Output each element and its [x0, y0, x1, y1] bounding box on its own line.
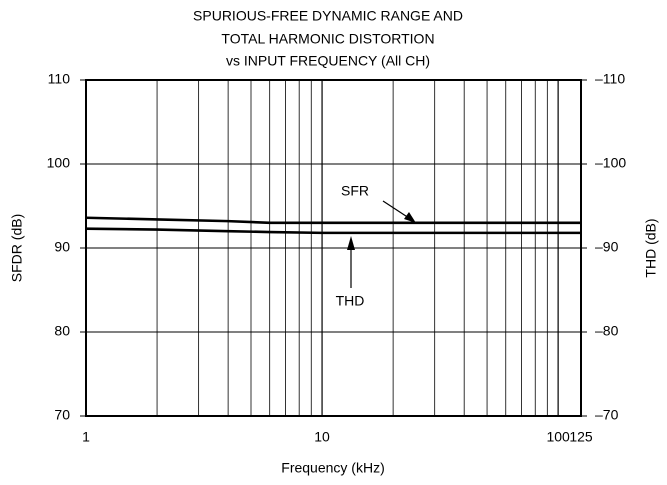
x-tick-label: 1: [82, 429, 90, 445]
chart-title: vs INPUT FREQUENCY (All CH): [226, 53, 430, 69]
y-tick-label: 80: [54, 323, 70, 339]
annotation: THD: [336, 293, 365, 309]
y-axis-label: SFDR (dB): [9, 214, 25, 282]
series-line: [85, 216, 581, 225]
x-tick-label: 125: [569, 429, 593, 445]
y2-tick-label: –80: [595, 323, 619, 339]
x-tick-label: 100: [546, 429, 570, 445]
chart-title: SPURIOUS-FREE DYNAMIC RANGE AND: [193, 8, 463, 24]
y-tick-label: 100: [47, 155, 71, 171]
y-tick-label: 110: [48, 71, 71, 87]
plot-frame: [85, 79, 582, 417]
y2-tick-label: –90: [595, 239, 619, 255]
y2-tick-label: –100: [595, 155, 626, 171]
x-axis-label: Frequency (kHz): [281, 460, 384, 476]
x-tick-label: 10: [314, 429, 330, 445]
y-tick-label: 90: [54, 239, 70, 255]
annotation: SFR: [341, 183, 369, 199]
y2-axis-label: THD (dB): [643, 218, 659, 277]
y2-tick-label: –110: [595, 71, 625, 87]
arrow-head: [347, 236, 355, 250]
series-line: [85, 227, 581, 235]
y2-tick-label: –70: [595, 407, 619, 423]
chart-title: TOTAL HARMONIC DISTORTION: [221, 31, 434, 47]
y-tick-label: 70: [54, 407, 70, 423]
arrow-head: [404, 212, 416, 223]
